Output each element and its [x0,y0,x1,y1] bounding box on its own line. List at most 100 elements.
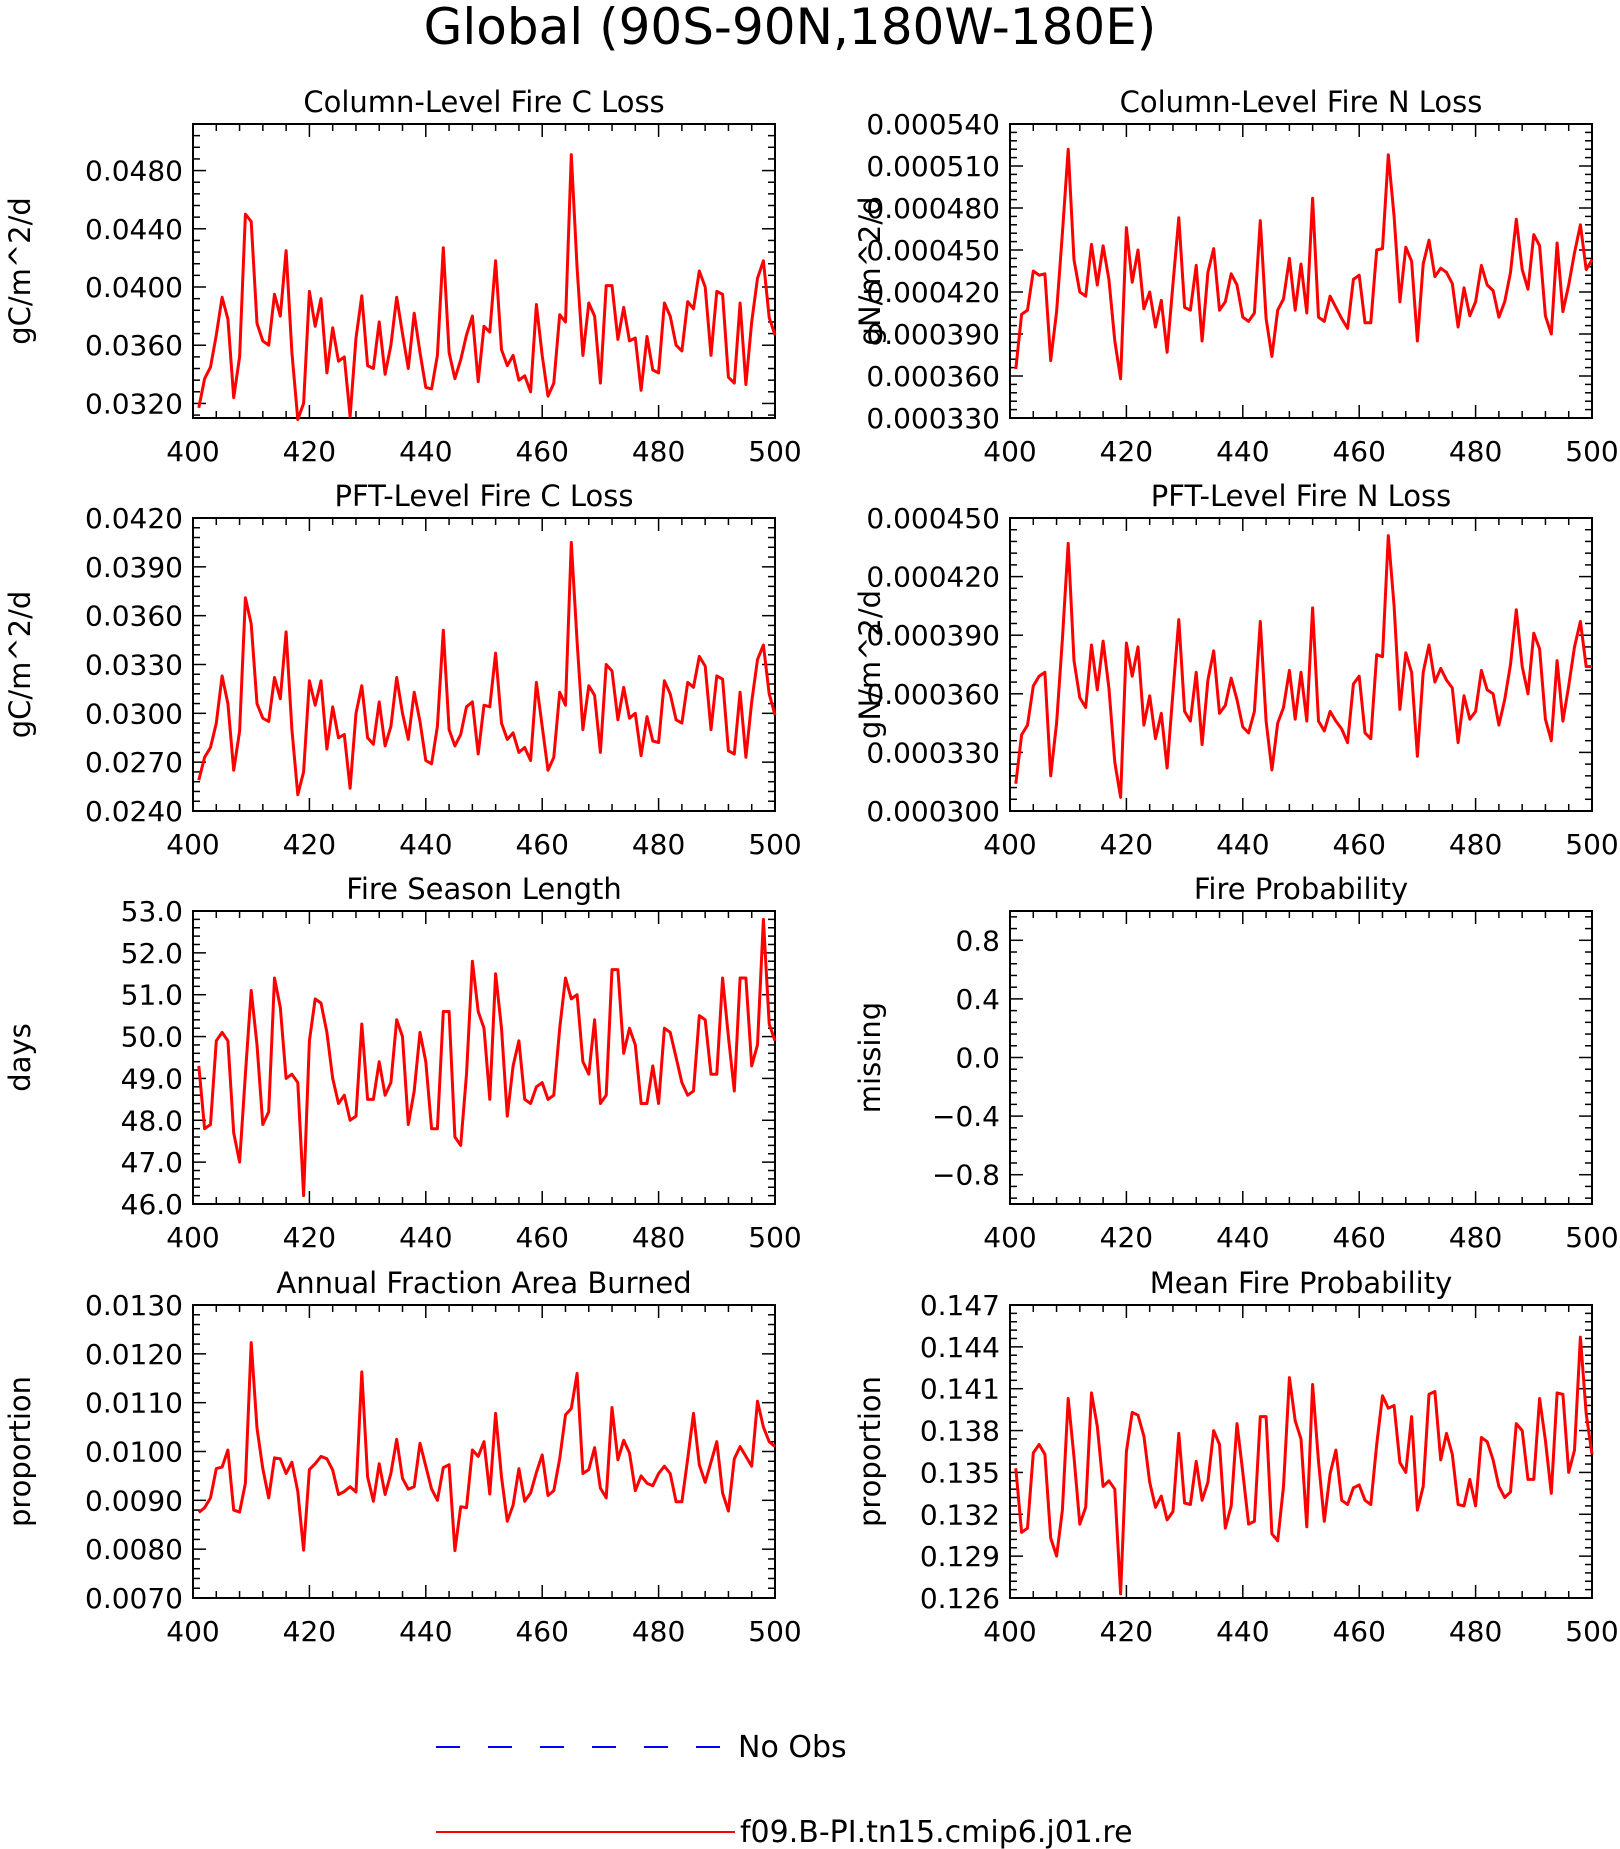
y-tick-label: 0.0420 [85,502,183,535]
y-tick-label: 0.0360 [85,600,183,633]
x-tick-label: 400 [166,828,219,861]
x-tick-label: 440 [399,828,452,861]
x-tick-label: 500 [1565,435,1618,468]
series-line [197,1341,776,1553]
y-tick-label: 52.0 [121,937,183,970]
y-tick-label: 0.0390 [85,551,183,584]
series-line [1014,147,1594,381]
panel-column-level-fire-n-loss: 400 420 440 460 480 500 0.000330 0.000360 0.0003… [853,85,1619,468]
y-tick-label: 0.0480 [85,155,183,188]
x-tick-label: 420 [283,435,336,468]
x-tick-label: 500 [748,1615,801,1648]
y-axis-label: proportion [3,1376,37,1527]
plot-frame [192,910,776,1205]
y-axis-label: gC/m^2/d [3,591,37,739]
y-axis-label: missing [853,1002,887,1113]
x-tick-label: 480 [1449,1615,1502,1648]
y-tick-label: 51.0 [121,979,183,1012]
y-tick-label: 0.000390 [866,619,1000,652]
y-tick-label: 0.0070 [85,1582,183,1615]
y-tick-label: 0.000540 [866,108,1000,141]
x-tick-label: 460 [515,828,568,861]
y-tick-label: 0.0 [955,1042,1000,1075]
y-tick-label: 0.132 [920,1498,1000,1531]
y-tick-label: 0.000390 [866,318,1000,351]
x-tick-label: 400 [983,1615,1036,1648]
panel-title: PFT-Level Fire N Loss [1151,479,1451,513]
figure-title: Global (90S-90N,180W-180E) [424,0,1157,56]
x-tick-label: 460 [1332,435,1385,468]
y-tick-label: 50.0 [121,1021,183,1054]
x-tick-label: 500 [1565,828,1618,861]
y-tick-label: 0.0110 [85,1387,183,1420]
panel-title: Mean Fire Probability [1150,1266,1453,1300]
x-tick-label: 480 [632,828,685,861]
x-tick-label: 440 [399,435,452,468]
panel-title: PFT-Level Fire C Loss [335,479,634,513]
x-tick-label: 440 [1216,1221,1269,1254]
y-tick-label: −0.4 [932,1100,1000,1133]
y-tick-label: 0.000420 [866,276,1000,309]
x-tick-label: 480 [1449,1221,1502,1254]
x-tick-label: 460 [1332,828,1385,861]
y-tick-label: 0.0330 [85,649,183,682]
y-tick-label: 0.0120 [85,1338,183,1371]
x-tick-label: 500 [1565,1615,1618,1648]
x-tick-label: 400 [166,1615,219,1648]
plot-frame [192,123,776,419]
y-tick-label: 0.0090 [85,1484,183,1517]
panel-fire-probability: 400 420 440 460 480 500 −0.8 −0.4 0.0 0.4 0.8 Fire … [853,872,1619,1254]
y-tick-label: 49.0 [121,1062,183,1095]
x-tick-label: 480 [632,1615,685,1648]
x-tick-label: 440 [1216,1615,1269,1648]
panel-title: Annual Fraction Area Burned [276,1266,691,1300]
y-tick-label: 0.0080 [85,1533,183,1566]
x-tick-label: 480 [632,1221,685,1254]
panel-fire-season-length: 400 420 440 460 480 500 46.0 47.0 48.0 49.0 50.0 51… [3,872,802,1254]
x-tick-label: 400 [983,828,1036,861]
y-tick-label: 0.141 [920,1373,1000,1406]
y-tick-label: 46.0 [121,1188,183,1221]
panel-pft-level-fire-n-loss: 400 420 440 460 480 500 0.000300 0.000330 0.0003… [853,479,1619,861]
x-tick-label: 420 [283,1615,336,1648]
panel-mean-fire-probability: 400 420 440 460 480 500 0.126 0.129 0.132 0.135 0.… [853,1266,1619,1648]
x-tick-label: 460 [515,1615,568,1648]
plot-frame [1009,910,1593,1205]
x-tick-label: 420 [283,1221,336,1254]
x-tick-label: 420 [1100,828,1153,861]
y-axis-label: gC/m^2/d [3,197,37,345]
x-tick-label: 480 [632,435,685,468]
y-tick-label: 0.0130 [85,1289,183,1322]
x-tick-label: 500 [748,435,801,468]
x-tick-label: 440 [1216,828,1269,861]
legend: No Obs f09.B-PI.tn15.cmip6.j01.re [436,1730,1133,1849]
y-tick-label: 0.8 [955,924,1000,957]
panel-title: Fire Season Length [346,872,621,906]
panel-pft-level-fire-c-loss: 400 420 440 460 480 500 0.0240 0.0270 0.0300 0.03… [3,479,802,861]
x-tick-label: 400 [983,1221,1036,1254]
y-tick-label: 47.0 [121,1146,183,1179]
y-tick-label: 0.0100 [85,1436,183,1469]
plot-frame [1009,123,1593,419]
y-tick-label: 0.138 [920,1415,1000,1448]
x-tick-label: 400 [166,435,219,468]
y-tick-label: 0.000510 [866,150,1000,183]
y-tick-label: 53.0 [121,895,183,928]
x-tick-label: 460 [515,1221,568,1254]
legend-no-obs-label: No Obs [738,1730,847,1765]
y-tick-label: 0.000300 [866,795,1000,828]
y-tick-label: 0.000450 [866,234,1000,267]
y-tick-label: 0.144 [920,1331,1000,1364]
x-tick-label: 500 [748,828,801,861]
y-tick-label: 0.0440 [85,213,183,246]
x-tick-label: 420 [283,828,336,861]
y-tick-label: 0.147 [920,1289,1000,1322]
legend-model-label: f09.B-PI.tn15.cmip6.j01.re [740,1815,1133,1849]
y-axis-label: gN/m^2/d [853,196,887,345]
x-tick-label: 440 [399,1615,452,1648]
y-tick-label: 0.0320 [85,387,183,420]
y-tick-label: 0.126 [920,1582,1000,1615]
x-tick-label: 480 [1449,828,1502,861]
panel-column-level-fire-c-loss: 400 420 440 460 480 500 0.0320 0.0360 0.0400 0.04… [3,85,802,468]
y-axis-label: proportion [853,1376,887,1527]
